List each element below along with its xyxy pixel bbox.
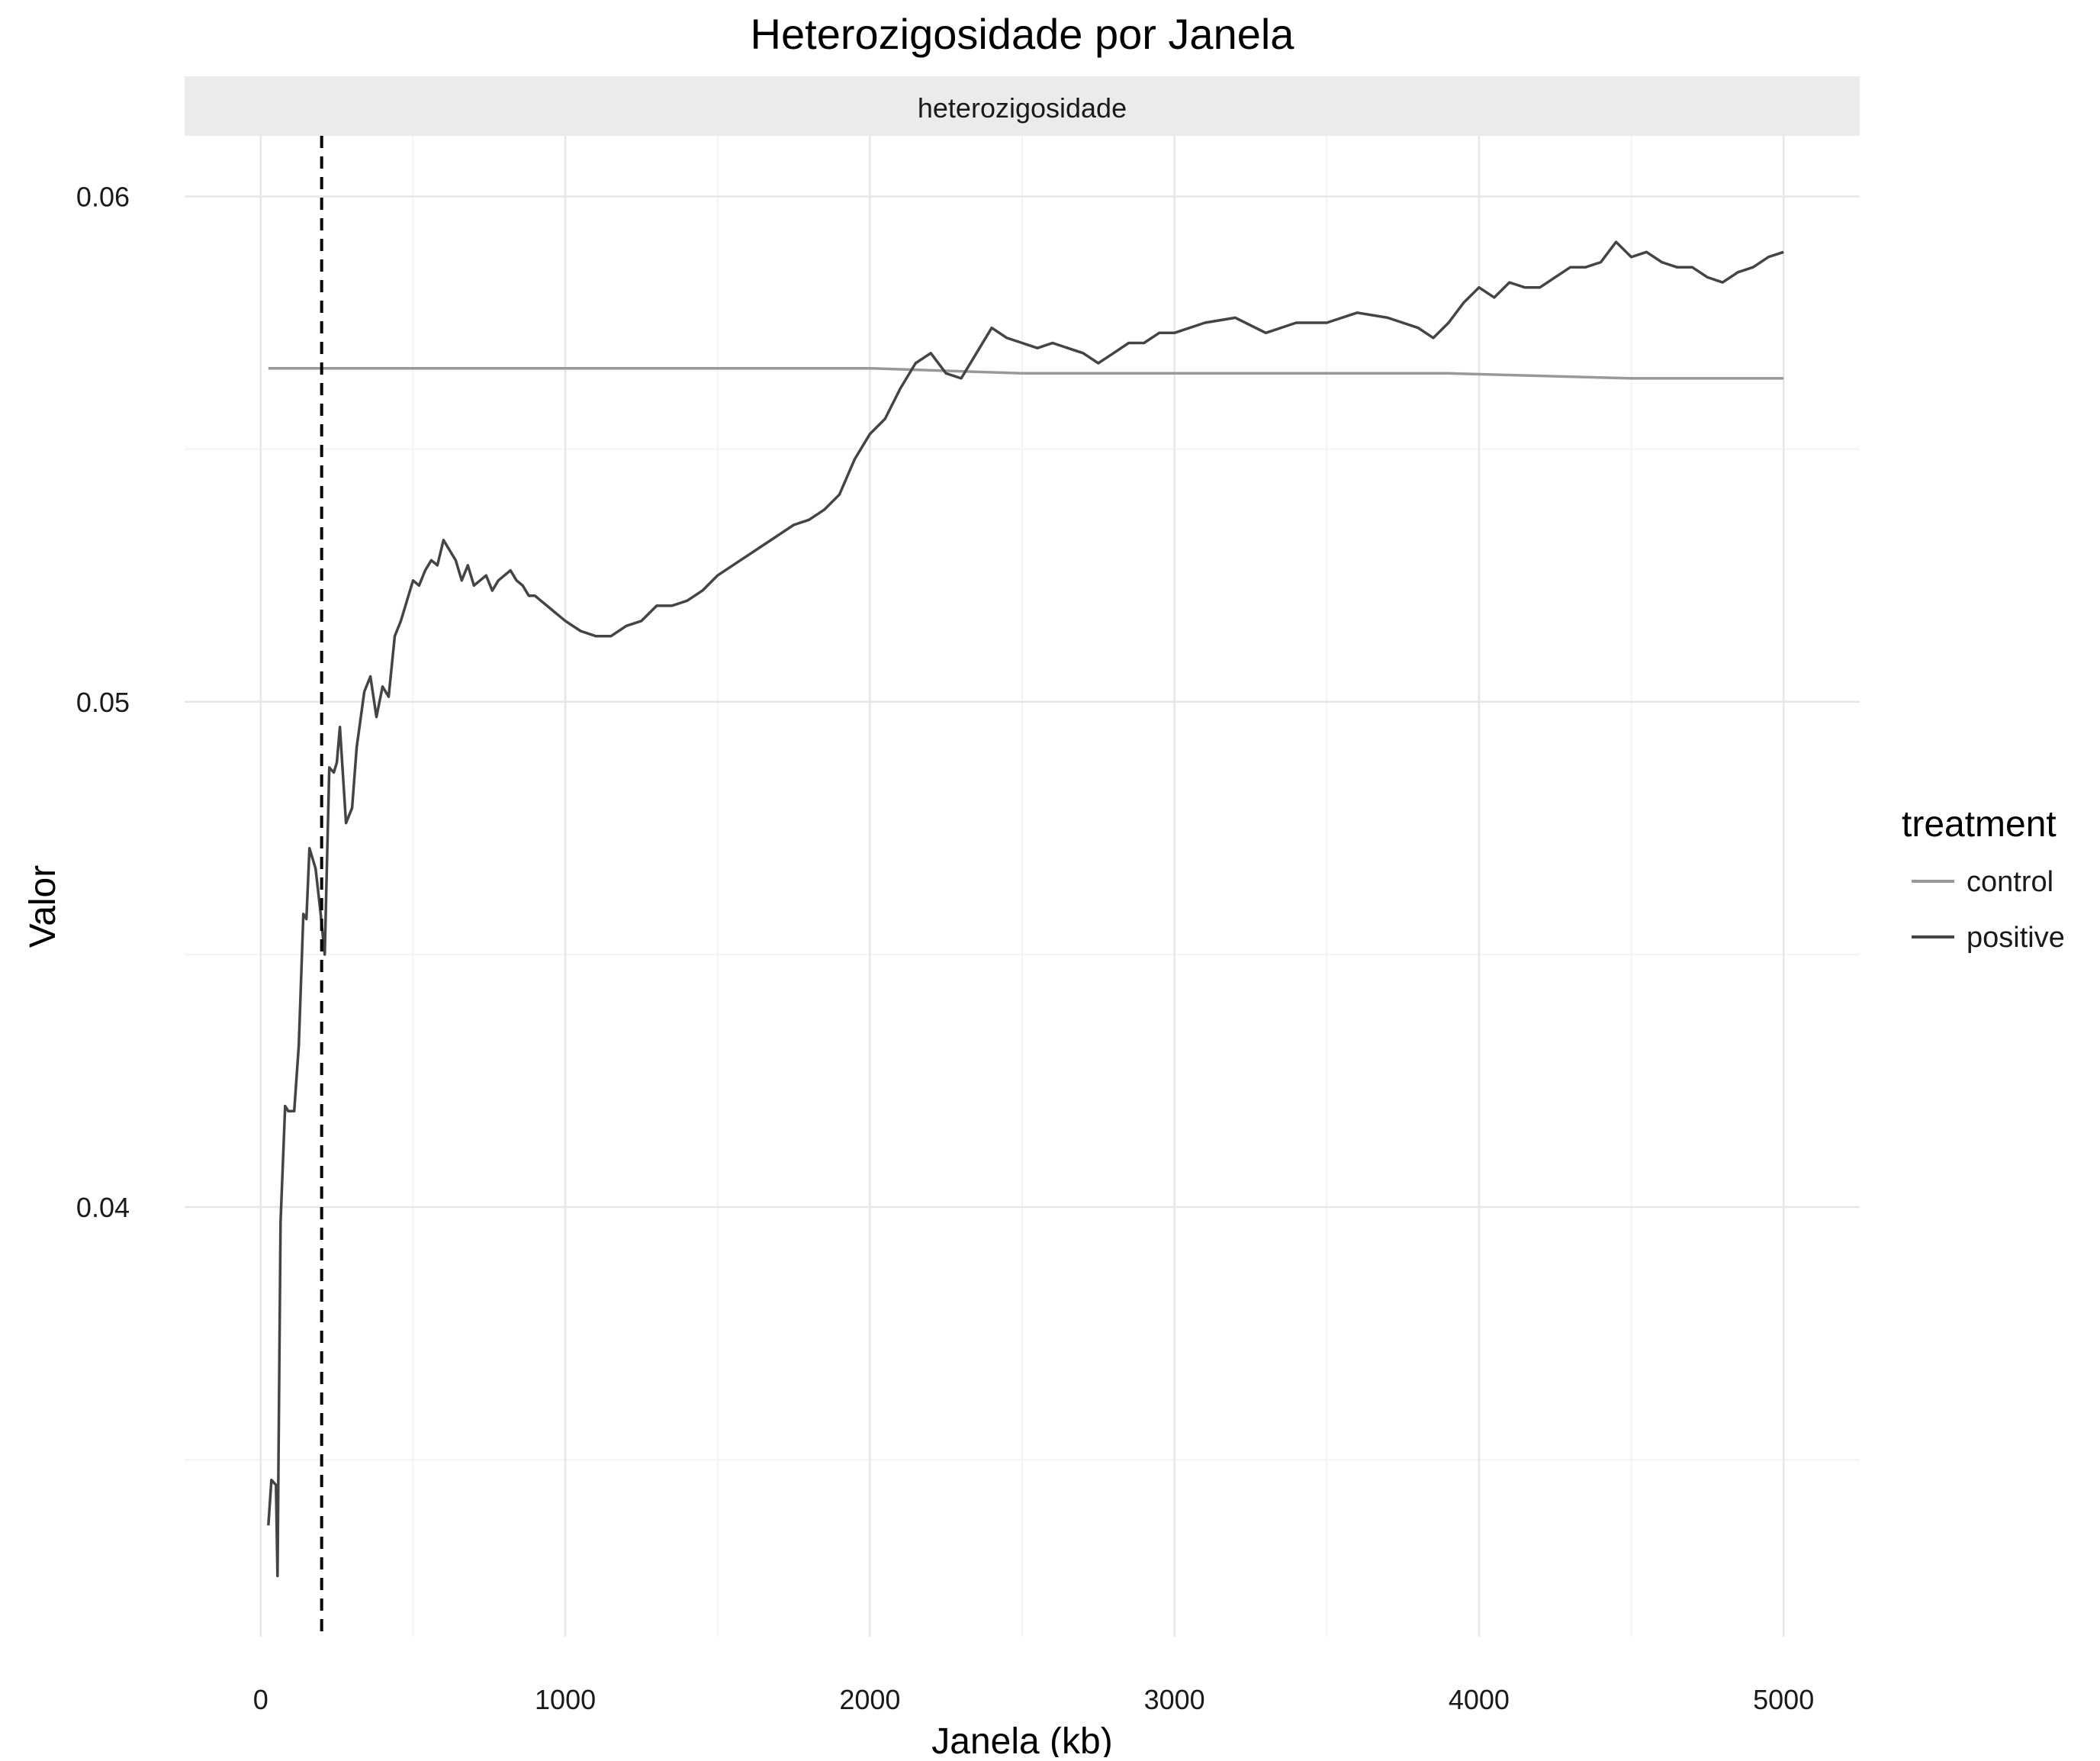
legend-title: treatment (1902, 804, 2057, 845)
x-tick-label: 5000 (1753, 1684, 1814, 1715)
x-tick-label: 0 (253, 1684, 269, 1715)
x-tick-label: 4000 (1449, 1684, 1510, 1715)
y-axis-ticks: 0.04 0.05 0.06 (76, 181, 130, 1223)
facet-strip-label: heterozigosidade (918, 92, 1127, 124)
x-tick-label: 2000 (839, 1684, 900, 1715)
y-tick-label: 0.05 (76, 687, 130, 718)
facet-strip (185, 76, 1860, 136)
series-layer (267, 240, 1784, 1578)
x-axis-label: Janela (kb) (931, 1721, 1112, 1757)
y-tick-label: 0.06 (76, 181, 130, 212)
legend-label-control: control (1967, 866, 2053, 898)
y-axis-label: Valor (23, 865, 63, 948)
grid-lines (185, 136, 1860, 1637)
x-axis-ticks: 0 1000 2000 3000 4000 5000 (253, 1684, 1814, 1715)
chart-title: Heterozigosidade por Janela (751, 10, 1295, 58)
y-tick-label: 0.04 (76, 1192, 130, 1223)
legend-label-positive: positive (1967, 922, 2065, 954)
series-line-control (268, 366, 1784, 380)
legend-items: control positive (1912, 866, 2065, 954)
legend: treatment control positive (1902, 804, 2065, 954)
x-tick-label: 3000 (1144, 1684, 1205, 1715)
series-line-positive (267, 240, 1784, 1578)
x-tick-label: 1000 (535, 1684, 596, 1715)
